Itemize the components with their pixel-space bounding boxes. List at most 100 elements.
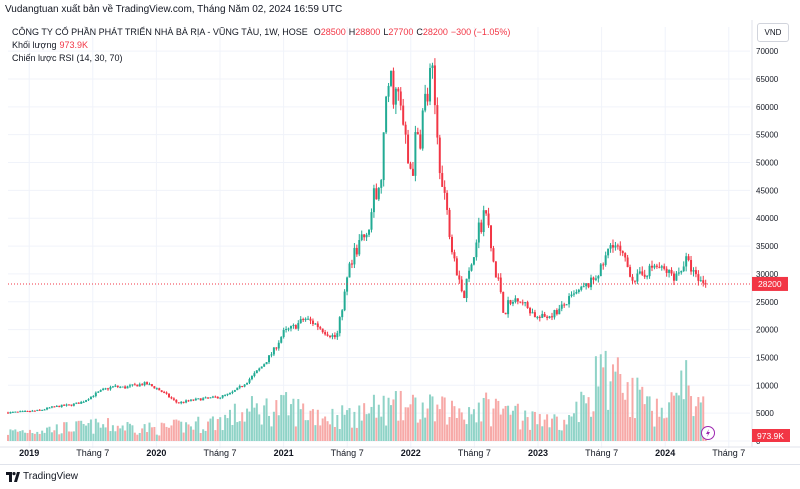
candle-body	[275, 347, 278, 349]
candle-body	[402, 105, 405, 125]
volume-bar	[563, 419, 566, 441]
volume-bar	[202, 429, 205, 441]
candle-body	[214, 396, 217, 398]
symbol-title[interactable]: CÔNG TY CỔ PHẦN PHÁT TRIỂN NHÀ BÀ RỊA - …	[12, 27, 308, 37]
volume-bar	[24, 432, 27, 441]
candle-body	[253, 373, 256, 377]
volume-bar	[636, 377, 639, 441]
candle-body	[538, 316, 541, 318]
candle-body	[494, 261, 497, 278]
candle-body	[424, 93, 427, 111]
candle-body	[472, 257, 475, 265]
candle-body	[592, 277, 595, 280]
currency-button[interactable]: VND	[757, 23, 789, 42]
candle-body	[355, 247, 358, 255]
volume-bar	[702, 396, 705, 441]
legend: CÔNG TY CỔ PHẦN PHÁT TRIỂN NHÀ BÀ RỊA - …	[12, 26, 510, 65]
volume-bar	[207, 421, 210, 441]
candle-body	[50, 406, 53, 408]
candle-body	[28, 410, 31, 412]
candle-body	[211, 396, 214, 398]
volume-bar	[285, 392, 288, 441]
candle-body	[67, 404, 70, 406]
volume-bar	[616, 357, 619, 441]
volume-bar	[516, 403, 519, 441]
candle-body	[680, 271, 683, 273]
volume-bar	[146, 432, 149, 441]
volume-bar	[226, 418, 229, 441]
candle-body	[292, 325, 295, 327]
volume-bar	[87, 423, 90, 441]
strategy-label[interactable]: Chiến lược RSI (14, 30, 70)	[12, 53, 123, 63]
volume-bar	[375, 417, 378, 441]
volume-bar	[309, 410, 312, 441]
volume-bar	[60, 433, 63, 441]
volume-bar	[75, 421, 78, 441]
volume-bar	[389, 405, 392, 441]
candle-body	[202, 398, 205, 401]
tradingview-brand[interactable]: TradingView	[6, 471, 78, 482]
candle-body	[158, 388, 161, 391]
candle-body	[704, 283, 707, 285]
candle-body	[116, 385, 119, 387]
candle-body	[411, 168, 414, 176]
volume-bar	[209, 418, 212, 441]
candle-body	[194, 398, 197, 401]
volume-bar	[307, 420, 310, 441]
candle-body	[126, 386, 129, 389]
candle-body	[58, 405, 61, 408]
candle-body	[87, 399, 90, 401]
volume-bar	[663, 418, 666, 441]
candle-body	[504, 312, 507, 315]
volume-bar	[119, 428, 122, 441]
volume-bar	[475, 422, 478, 441]
volume-bar	[138, 432, 141, 441]
candle-body	[258, 368, 261, 371]
candle-body	[268, 355, 271, 363]
candle-body	[199, 398, 202, 401]
volume-bar	[492, 408, 495, 441]
candle-body	[436, 105, 439, 138]
candle-body	[477, 222, 480, 243]
volume-bar	[580, 391, 583, 441]
candle-body	[385, 96, 388, 133]
y-tick-label: 15000	[756, 353, 779, 362]
last-price-label: 28200	[758, 279, 782, 289]
volume-bar	[443, 397, 446, 441]
volume-bar	[419, 419, 422, 441]
volume-bar	[675, 392, 678, 441]
candle-body	[311, 320, 314, 325]
candle-body	[350, 263, 353, 265]
candle-body	[565, 304, 568, 306]
volume-bar	[258, 414, 261, 441]
volume-bar	[289, 404, 292, 441]
volume-bar	[585, 403, 588, 441]
volume-bar	[553, 414, 556, 441]
volume-bar	[526, 417, 529, 441]
volume-bar	[302, 403, 305, 441]
volume-bar	[450, 400, 453, 441]
candle-body	[468, 270, 471, 279]
volume-bar	[333, 426, 336, 441]
volume-bar	[672, 395, 675, 441]
volume-bar	[143, 424, 146, 441]
candle-body	[546, 316, 549, 319]
volume-bar	[499, 414, 502, 441]
candle-body	[633, 280, 636, 282]
candle-body	[255, 370, 258, 374]
candle-body	[511, 302, 514, 304]
volume-bar	[297, 399, 300, 441]
volume-bar	[507, 405, 510, 441]
tradingview-logo-icon	[6, 471, 20, 482]
candle-body	[685, 256, 688, 267]
volume-label[interactable]: Khối lượng	[12, 40, 57, 50]
volume-row: Khối lượng 973.9K	[12, 39, 510, 52]
volume-bar	[219, 417, 222, 441]
candle-body	[133, 384, 136, 386]
price-chart[interactable]: 70000 65000 60000 55000 50000 45000 40000 35000…	[0, 0, 800, 464]
candle-body	[11, 411, 14, 413]
volume-bar	[263, 405, 266, 441]
candle-body	[19, 411, 22, 413]
candle-body	[570, 294, 573, 297]
x-tick-label: Tháng 7	[585, 448, 618, 458]
